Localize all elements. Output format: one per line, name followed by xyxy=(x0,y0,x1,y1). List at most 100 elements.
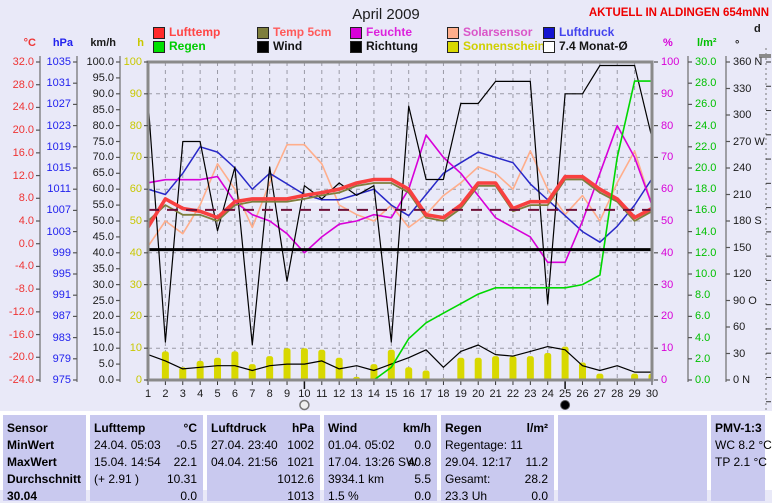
day-label: 29 xyxy=(628,388,641,400)
deg-tick-label: 240 xyxy=(733,162,752,174)
temp-tick-label: 4.0 xyxy=(18,215,34,227)
temp-tick-label: 16.0 xyxy=(12,146,34,159)
hpa-tick-label: 999 xyxy=(52,246,71,259)
luftdruck-legend-swatch xyxy=(543,27,555,39)
regen-cell-text: Gesamt: xyxy=(445,472,491,486)
day-label: 22 xyxy=(506,388,520,400)
feuchte-legend-swatch xyxy=(350,27,362,39)
kmh-tick-label: 20.0 xyxy=(92,310,114,323)
hrs-tick-label: 10 xyxy=(129,342,142,355)
sonnenschein-legend-label: Sonnenschein xyxy=(463,39,546,53)
unit-label-d: d xyxy=(754,23,761,35)
wind-line xyxy=(147,344,653,373)
deg-tick-label: 60 xyxy=(733,321,746,333)
deg-tick-label: 30 xyxy=(733,347,746,360)
temp-tick-label: -24.0 xyxy=(8,374,34,386)
temp-tick-label: 0.0 xyxy=(18,237,34,250)
hpa-tick-label: 1003 xyxy=(46,225,71,238)
lufttemp-cell-text: 24.04. 05:03 xyxy=(94,438,161,452)
temp5cm-legend-swatch xyxy=(257,27,269,39)
kmh-tick-label: 45.0 xyxy=(92,230,114,243)
deg-tick-label: 270 W xyxy=(733,135,765,148)
hpa-tick-label: 987 xyxy=(52,310,71,323)
pct-tick-label: 30 xyxy=(661,278,674,291)
day-label: 6 xyxy=(231,388,238,400)
unit-label-deg: ° xyxy=(735,39,740,51)
deg-tick-label: 150 xyxy=(733,241,752,254)
table-col-lufttemp: Lufttemp °C 24.04. 05:03 -0.5 15.04. 14:54 22… xyxy=(90,415,203,503)
table-col-pmv: PMV-1:3 WC 8.2 °C TP 2.1 °C xyxy=(711,415,772,501)
pct-tick-label: 40 xyxy=(661,246,674,259)
hrs-tick-label: 60 xyxy=(129,183,142,196)
hpa-tick-label: 975 xyxy=(52,374,71,386)
table-row-label: MinWert xyxy=(7,438,55,452)
deg-tick-label: 330 xyxy=(733,82,752,95)
kmh-tick-label: 90.0 xyxy=(92,87,114,100)
pct-tick-label: 100 xyxy=(661,56,680,68)
day-label: 10 xyxy=(298,388,311,400)
pct-tick-label: 90 xyxy=(661,87,674,100)
hrs-tick-label: 50 xyxy=(129,215,142,227)
full-moon-icon xyxy=(299,399,310,411)
wind-cell-text: 1.5 % xyxy=(328,489,359,503)
day-label: 25 xyxy=(558,388,572,400)
wind-cell-text: 3934.1 km xyxy=(328,472,385,486)
regen-legend-label: Regen xyxy=(169,39,206,53)
hpa-tick-label: 995 xyxy=(52,268,71,280)
temp5cm-line xyxy=(147,178,653,222)
pct-tick-label: 20 xyxy=(661,310,674,323)
feuchte-line xyxy=(147,124,653,264)
temp-tick-label: 32.0 xyxy=(12,56,34,68)
sonnenschein-legend-swatch xyxy=(447,41,459,53)
hrs-tick-label: 100 xyxy=(123,56,142,68)
pct-tick-label: 50 xyxy=(661,215,674,227)
day-label: 30 xyxy=(645,388,659,400)
axis-labels-layer: 32.0 28.0 24.0 20.0 16.0 12.0 8.0 4.0 0.0 -4.0 -8.… xyxy=(8,23,765,400)
table-col-sensor: Sensor MinWert MaxWert Durchschnitt 30.04 xyxy=(3,415,86,503)
kmh-tick-label: 75.0 xyxy=(92,135,114,148)
lufttemp-cell-value: 0.0 xyxy=(180,489,197,503)
wind-cell-value: 40.8 xyxy=(407,455,431,469)
table-row-label: 30.04 xyxy=(7,489,38,503)
hpa-tick-label: 1023 xyxy=(46,119,71,132)
solarsensor-legend-swatch xyxy=(447,27,459,39)
temp-tick-label: -8.0 xyxy=(15,283,34,296)
lufttemp-cell-value: -0.5 xyxy=(176,438,197,452)
day-label: 2 xyxy=(162,388,169,400)
day-label: 8 xyxy=(266,388,273,400)
luftdruck-cell-value: 1002 xyxy=(287,438,314,452)
day-label: 27 xyxy=(593,388,606,400)
deg-tick-label: 180 S xyxy=(733,215,762,227)
pct-tick-label: 80 xyxy=(661,119,674,132)
temp-tick-label: 20.0 xyxy=(12,124,34,137)
richtung-line xyxy=(147,64,653,346)
luftdruck-header: Luftdruck xyxy=(211,421,267,435)
hrs-tick-label: 90 xyxy=(129,87,142,100)
lm2-tick-label: 28.0 xyxy=(695,77,717,90)
wind-legend-label: Wind xyxy=(273,39,303,53)
deg-tick-label: 210 xyxy=(733,188,752,201)
regen-cell-value: 11.2 xyxy=(525,455,548,469)
day-label: 12 xyxy=(333,388,346,400)
hrs-tick-label: 70 xyxy=(129,151,142,164)
new-moon-icon xyxy=(560,400,571,410)
day-label: 23 xyxy=(524,388,537,400)
page-title: April 2009 xyxy=(352,6,420,23)
hpa-tick-label: 1011 xyxy=(47,183,71,196)
wind-cell-value: 0.0 xyxy=(414,438,431,452)
hpa-tick-label: 1015 xyxy=(46,162,71,174)
hrs-tick-label: 40 xyxy=(129,246,142,259)
lm2-tick-label: 2.0 xyxy=(695,352,711,365)
kmh-tick-label: 50.0 xyxy=(92,215,114,227)
luftdruck-unit: hPa xyxy=(291,421,314,435)
table-row-label: Durchschnitt xyxy=(7,472,82,486)
lm2-tick-label: 14.0 xyxy=(695,225,717,238)
day-label: 5 xyxy=(214,388,221,400)
day-label: 1 xyxy=(144,388,152,400)
table-row-label: Sensor xyxy=(7,421,48,435)
status-location-text: AKTUELL IN ALDINGEN 654mNN xyxy=(588,7,769,19)
kmh-tick-label: 0.0 xyxy=(98,374,114,386)
lm2-tick-label: 18.0 xyxy=(695,183,717,196)
plot-area xyxy=(147,64,653,381)
pmv-cell-text: WC 8.2 °C xyxy=(715,438,772,452)
